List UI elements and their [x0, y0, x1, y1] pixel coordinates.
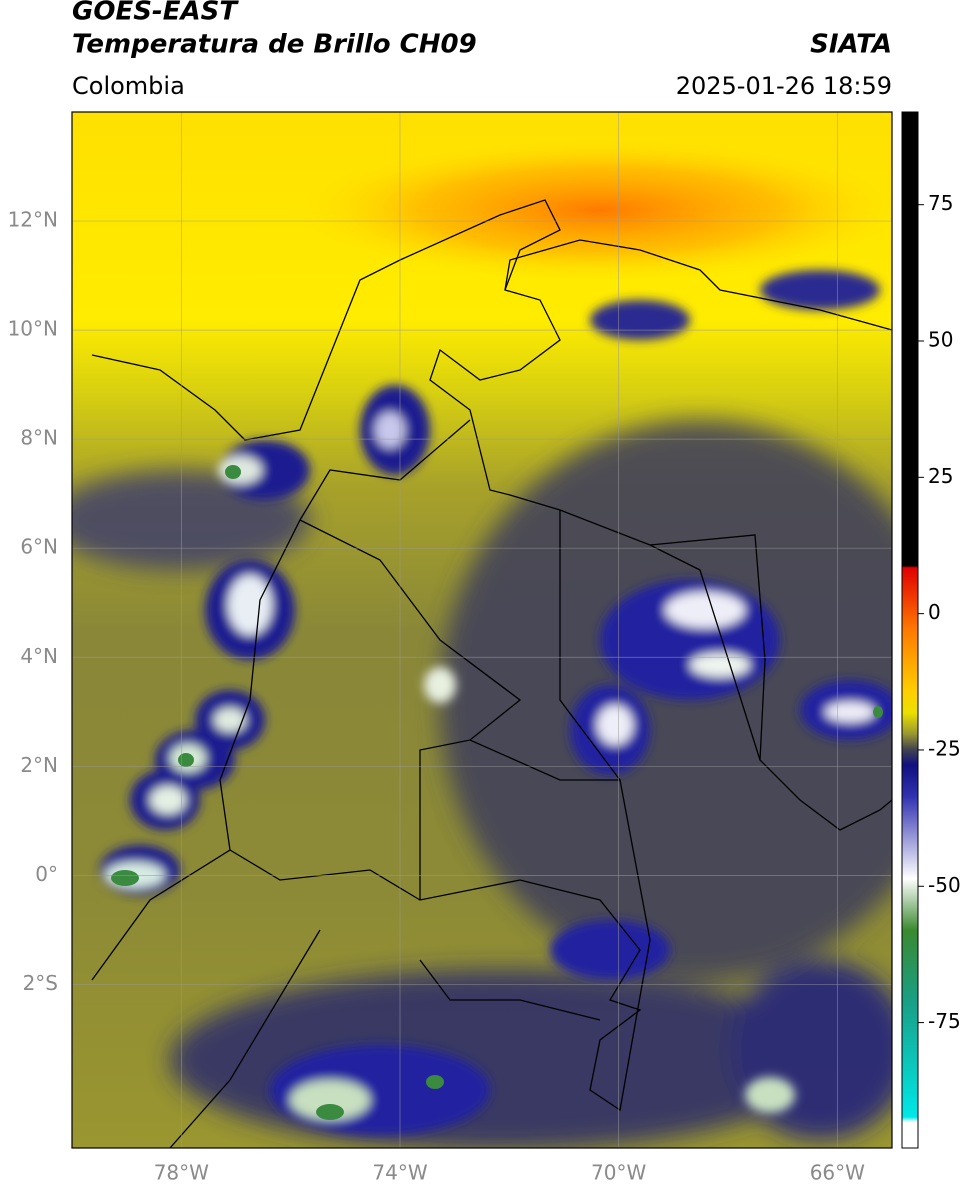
- lat-tick-label: 12°N: [8, 208, 58, 232]
- lon-tick-label: 70°W: [591, 1161, 646, 1185]
- colorbar-tick-label: 25: [928, 464, 953, 488]
- lat-tick-label: 10°N: [8, 317, 58, 341]
- colorbar-tick-label: 0: [928, 600, 941, 624]
- region: Colombia: [72, 72, 185, 100]
- subtitle: Temperatura de Brillo CH09: [72, 30, 477, 60]
- graticule: [72, 112, 892, 1148]
- colorbar-tick-label: -75: [928, 1009, 961, 1033]
- lat-tick-label: 6°N: [20, 535, 58, 559]
- borders: [91, 199, 892, 1148]
- colorbar-tick-label: -25: [928, 736, 961, 760]
- lat-tick-label: 2°N: [20, 753, 58, 777]
- satellite-image: [72, 112, 892, 1148]
- lon-tick-label: 74°W: [372, 1161, 427, 1185]
- colorbar-tick-label: 75: [928, 191, 953, 215]
- colorbar-tick-label: 50: [928, 328, 953, 352]
- title: GOES-EAST: [72, 0, 239, 27]
- timestamp: 2025-01-26 18:59: [676, 72, 892, 100]
- lat-tick-label: 8°N: [20, 426, 58, 450]
- lon-tick-label: 78°W: [154, 1161, 209, 1185]
- lat-tick-label: 0°: [35, 862, 58, 886]
- source: SIATA: [810, 30, 892, 60]
- map-frame: [71, 111, 893, 1149]
- colorbar-tick-label: -50: [928, 873, 961, 897]
- lon-tick-label: 66°W: [810, 1161, 865, 1185]
- lat-tick-label: 2°S: [23, 971, 58, 995]
- lat-tick-label: 4°N: [20, 644, 58, 668]
- colorbar: [901, 111, 919, 1149]
